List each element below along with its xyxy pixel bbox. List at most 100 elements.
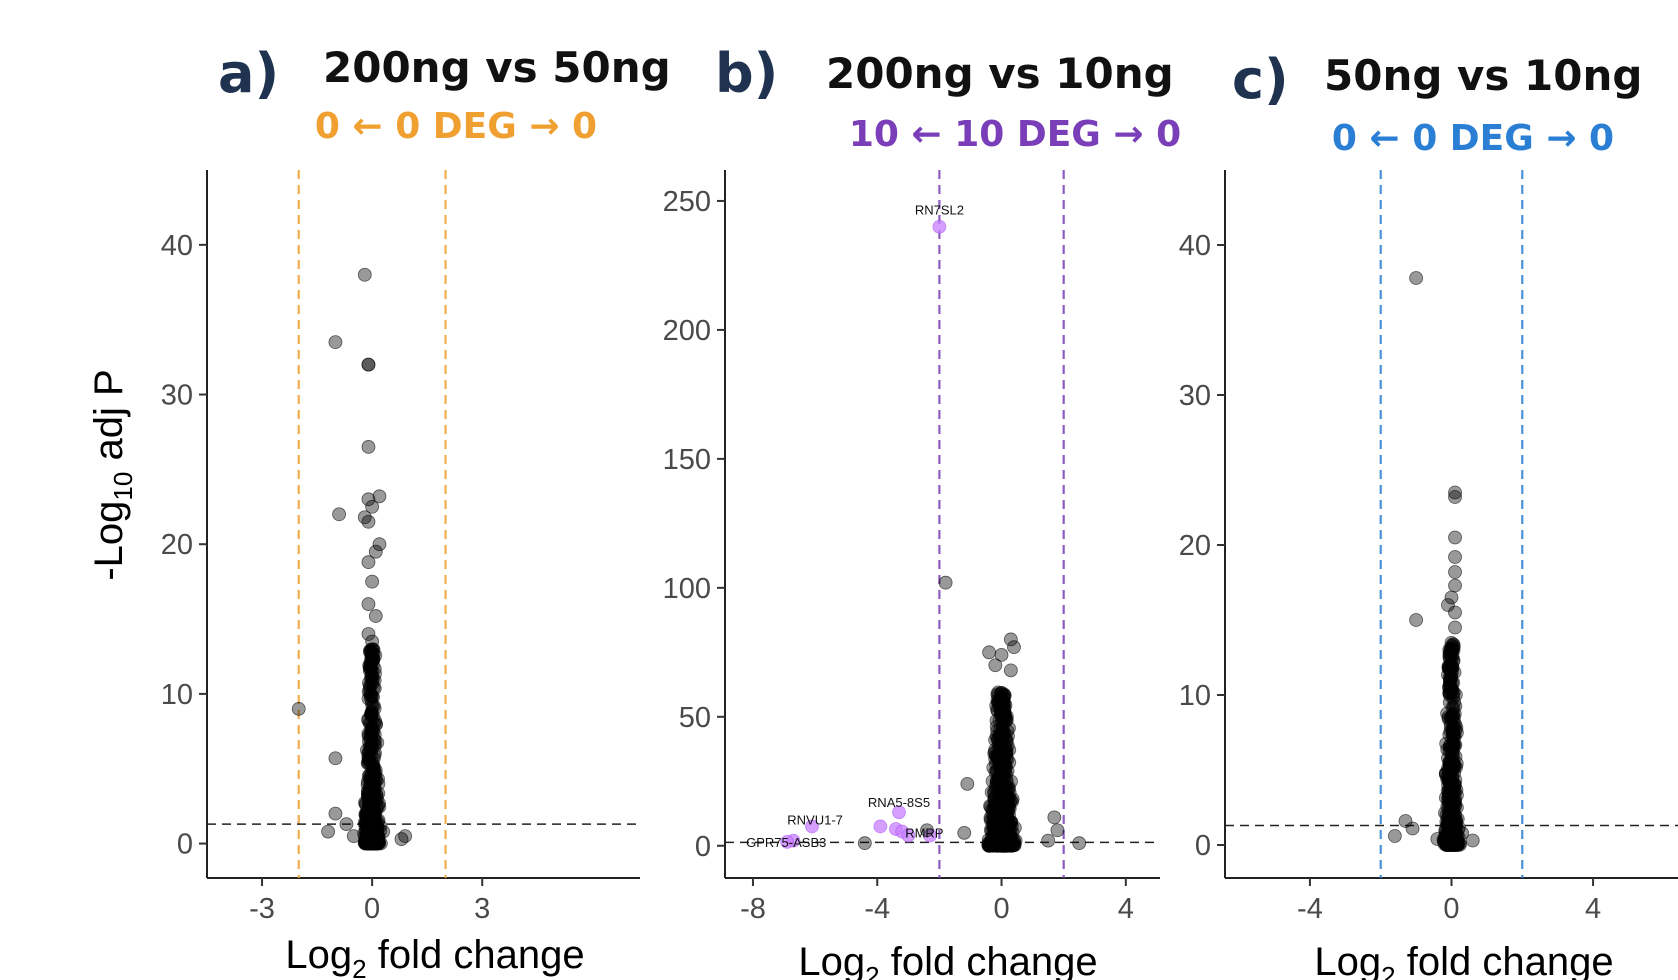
panel-a-cloud-point [367, 661, 382, 676]
panel-c-point [1455, 826, 1470, 840]
panel-a-point [368, 609, 383, 623]
panel-a-x-tick-label: 3 [474, 893, 490, 925]
panel-c-x-axis-title: Log2 fold change [1314, 940, 1613, 980]
panel-a-y-tick-label: 40 [161, 230, 193, 262]
panel-a-plot: 0 10 20 30 40 -3 0 3 [161, 170, 640, 925]
panel-a-point [328, 751, 343, 766]
panel-b-cloud-point [987, 746, 1002, 761]
panel-b-deg-point [932, 219, 947, 234]
panel-b-point [857, 836, 872, 851]
panel-c-point [1448, 565, 1462, 579]
panel-b-x-axis-title: Log2 fold change [798, 940, 1097, 980]
panel-b-y-tick-label: 150 [663, 444, 711, 476]
panel-c-cloud-point [1443, 800, 1458, 815]
panel-c-cloud-point [1447, 730, 1462, 744]
panel-b-deg-point [873, 819, 888, 834]
panel-b-plot: 0 50 100 150 200 250 -8 -4 0 4 RN7SL2 RNA5-8S5 RMRP R… [663, 170, 1160, 925]
panel-c-point [1387, 829, 1402, 843]
panel-c-y-tick-label: 20 [1179, 530, 1211, 562]
panel-a-cloud-point [365, 669, 379, 684]
panel-b-cloud-point [995, 722, 1010, 737]
panel-b-cloud-point [998, 714, 1013, 729]
panel-a-point [346, 829, 361, 843]
y-axis-title: -Log10 adj P [87, 369, 138, 580]
panel-c-y-tick-label: 40 [1179, 230, 1211, 262]
panel-c-point [1430, 832, 1445, 846]
edge-bracket-glyph: ) [0, 640, 3, 703]
panel-b-gene-label: RN7SL2 [915, 203, 964, 218]
panel-b-gene-label: GPR75-ASB3 [746, 835, 826, 850]
panel-b-cloud-point [988, 825, 1002, 839]
panel-a-cloud-point [360, 805, 375, 820]
panel-b-cloud-point [991, 685, 1005, 700]
panel-b-gene-label: RNVU1-7 [787, 812, 843, 827]
panel-b-point [1041, 833, 1056, 848]
panel-c-deg-summary: 0 ← 0 DEG → 0 [1332, 118, 1614, 159]
panel-a-point [321, 824, 335, 839]
panel-b-y-tick-label: 200 [663, 315, 711, 347]
panel-a-point [394, 832, 409, 846]
panel-a-cloud-point [364, 728, 379, 742]
panel-c-plot: 0 10 20 30 40 -4 0 4 [1179, 170, 1678, 925]
panel-a-point [361, 514, 376, 529]
panel-b-deg-summary: 10 ← 10 DEG → 0 [849, 114, 1181, 155]
panel-a-cloud-point [361, 745, 376, 760]
panel-a-point [376, 824, 391, 839]
panel-c-point [1448, 490, 1462, 504]
panel-a-deg-summary: 0 ← 0 DEG → 0 [315, 106, 597, 147]
panel-b-x-tick-label: 4 [1118, 893, 1134, 925]
panel-b-deg-point [780, 834, 795, 849]
panel-c-point [1409, 613, 1424, 627]
panel-b-cloud-point [992, 747, 1006, 762]
panel-c-y-tick-label: 10 [1179, 680, 1211, 712]
panel-b-point [920, 823, 934, 838]
panel-b-cloud-point [997, 704, 1012, 719]
panel-a: a) 200ng vs 50ng 0 ← 0 DEG → 0 010203040… [161, 42, 671, 980]
panel-b-point [1003, 663, 1018, 678]
panel-a-cloud-point [369, 802, 384, 816]
panel-b-title: 200ng vs 10ng [826, 49, 1174, 98]
panel-a-y-tick-label: 20 [161, 529, 193, 561]
panel-a-cloud-point [365, 657, 380, 672]
panel-c-point [1448, 605, 1462, 620]
panel-b-y-tick-label: 0 [695, 831, 711, 863]
panel-a-y-tick-label: 30 [161, 380, 193, 412]
panel-a-cloud-point [365, 766, 380, 781]
panel-a-cloud-point [361, 713, 376, 728]
panel-a-cloud-point [366, 836, 381, 851]
panel-b-gene-label: RMRP [905, 826, 943, 841]
panel-a-x-tick-label: -3 [249, 893, 275, 925]
panel-a-point [365, 574, 380, 589]
panel-b-cloud-point [992, 748, 1007, 763]
panel-c-x-tick-label: 0 [1443, 893, 1459, 925]
panel-a-point [339, 817, 354, 832]
panel-b-cloud-point [985, 774, 1000, 789]
panel-a-point [361, 555, 376, 570]
panel-a-point [357, 267, 372, 282]
panel-c-point [1448, 550, 1462, 564]
panel-c-cloud-point [1443, 757, 1458, 772]
panel-a-point [291, 701, 306, 716]
panel-c-title: 50ng vs 10ng [1324, 51, 1642, 100]
panel-b-point [988, 658, 1003, 673]
panel-c-cloud-point [1442, 648, 1457, 663]
panel-b-y-tick-label: 100 [663, 573, 711, 605]
panel-b-cloud-point [1003, 830, 1018, 844]
panel-a-point [332, 507, 347, 522]
panel-a-point [328, 806, 343, 821]
panel-c-x-tick-label: -4 [1297, 893, 1323, 925]
panel-b-point [1003, 632, 1018, 647]
panel-b-gene-label: RNA5-8S5 [868, 795, 930, 810]
panel-b-cloud-point [1000, 815, 1014, 830]
panel-b-x-tick-label: -4 [864, 893, 890, 925]
panel-b-y-tick-label: 250 [663, 186, 711, 218]
panel-c-letter: c) [1232, 48, 1289, 111]
panel-b-point [1050, 823, 1065, 838]
panel-c-point [1448, 578, 1462, 593]
panel-a-point [365, 499, 380, 514]
panel-c-cloud-point [1441, 661, 1456, 676]
panel-b-cloud-point [1000, 796, 1015, 811]
panel-a-y-tick-label: 10 [161, 679, 193, 711]
panel-a-title: 200ng vs 50ng [323, 43, 671, 92]
